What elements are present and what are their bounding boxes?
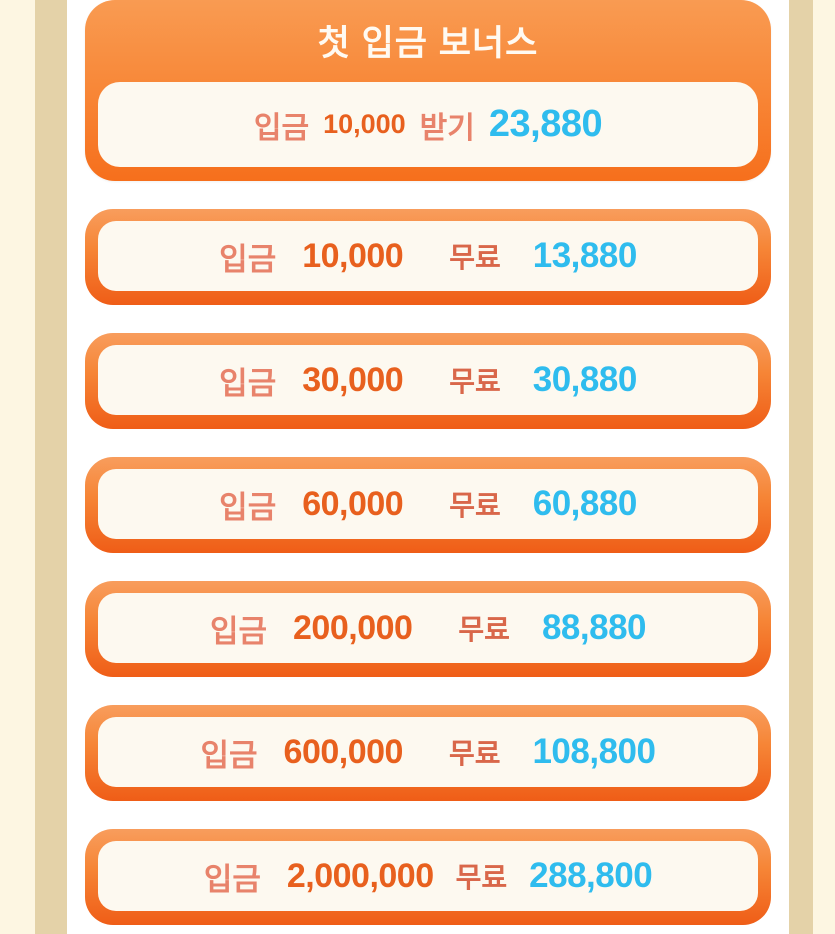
tier-deposit-label: 입금 (203, 861, 261, 897)
tier-bonus-amount: 60,880 (532, 484, 638, 523)
tier-bonus-amount: 108,800 (532, 732, 656, 771)
tier-deposit-amount: 2,000,000 (286, 856, 434, 895)
bonus-tier-row[interactable]: 입금 600,000 무료 108,800 (85, 705, 771, 801)
left-edge-band (35, 0, 67, 934)
tier-deposit-label: 입금 (200, 737, 258, 773)
tier-deposit-amount: 200,000 (293, 608, 413, 647)
bonus-tier-row[interactable]: 입금 60,000 무료 60,880 (85, 457, 771, 553)
bonus-tier-list: 입금 10,000 무료 13,880 입금 30,000 (85, 209, 771, 925)
tier-bonus-amount: 13,880 (532, 236, 638, 275)
promo-action-label: 받기 (419, 111, 475, 145)
tier-free-label: 무료 (455, 862, 508, 893)
tier-free-label: 무료 (449, 366, 501, 397)
tier-deposit-amount: 10,000 (302, 236, 404, 275)
bonus-tier-row[interactable]: 입금 200,000 무료 88,880 (85, 581, 771, 677)
bonus-tier-content: 입금 200,000 무료 88,880 (98, 593, 758, 663)
bonus-tier-content: 입금 30,000 무료 30,880 (98, 345, 758, 415)
bonus-tier-content: 입금 600,000 무료 108,800 (98, 717, 758, 787)
tier-deposit-label: 입금 (219, 489, 277, 525)
tier-bonus-amount: 88,880 (541, 608, 647, 647)
bonus-tier-row[interactable]: 입금 30,000 무료 30,880 (85, 333, 771, 429)
tier-deposit-label: 입금 (219, 241, 277, 277)
tier-free-label: 무료 (449, 242, 501, 273)
first-deposit-bonus-card[interactable]: 첫 입금 보너스 입금 10,000 받기 23,880 (85, 0, 771, 181)
promo-deposit-label: 입금 (253, 111, 310, 145)
tier-deposit-amount: 30,000 (302, 360, 404, 399)
content-stage: 첫 입금 보너스 입금 10,000 받기 23,880 입금 10,000 (67, 0, 789, 934)
tier-deposit-amount: 600,000 (283, 732, 404, 771)
tier-deposit-label: 입금 (209, 613, 268, 649)
tier-free-label: 무료 (449, 490, 501, 521)
tier-bonus-amount: 288,800 (529, 856, 653, 895)
tier-deposit-amount: 60,000 (302, 484, 404, 523)
content-column: 첫 입금 보너스 입금 10,000 받기 23,880 입금 10,000 (67, 0, 789, 925)
bonus-tier-content: 입금 60,000 무료 60,880 (98, 469, 758, 539)
bonus-tier-content: 입금 10,000 무료 13,880 (98, 221, 758, 291)
promo-offer-panel[interactable]: 입금 10,000 받기 23,880 (98, 82, 758, 167)
tier-deposit-label: 입금 (219, 365, 277, 401)
promo-deposit-amount: 10,000 (323, 109, 406, 139)
bonus-tier-content: 입금 2,000,000 무료 288,800 (98, 841, 758, 911)
right-edge-band (789, 0, 813, 934)
tier-bonus-amount: 30,880 (532, 360, 638, 399)
bonus-tier-row[interactable]: 입금 10,000 무료 13,880 (85, 209, 771, 305)
promo-bonus-amount: 23,880 (488, 103, 603, 145)
tier-free-label: 무료 (448, 738, 501, 769)
bonus-tier-row[interactable]: 입금 2,000,000 무료 288,800 (85, 829, 771, 925)
tier-free-label: 무료 (458, 614, 510, 645)
page-title: 첫 입금 보너스 (317, 24, 539, 63)
